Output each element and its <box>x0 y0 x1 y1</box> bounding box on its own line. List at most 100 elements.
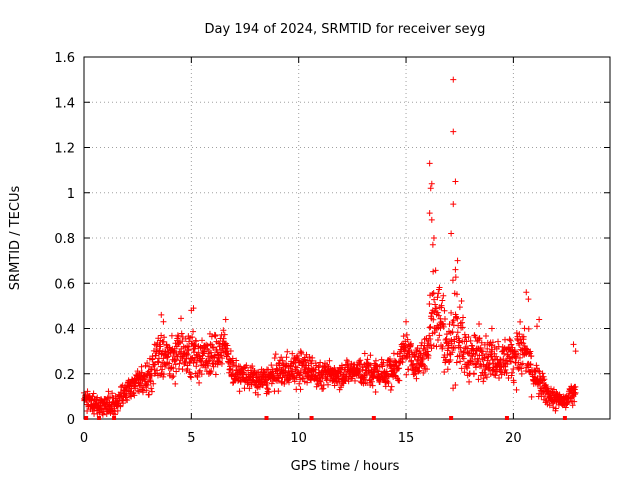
data-point <box>293 364 300 371</box>
data-point <box>459 319 466 326</box>
data-point <box>220 335 227 342</box>
data-point <box>179 338 186 345</box>
data-point <box>136 382 143 389</box>
data-point <box>184 365 191 372</box>
data-point <box>173 368 180 375</box>
data-point <box>399 359 406 366</box>
data-point <box>264 385 271 392</box>
data-point <box>299 375 306 382</box>
data-point <box>475 376 482 383</box>
data-point <box>451 338 458 345</box>
data-point <box>452 274 459 281</box>
data-point <box>312 366 319 373</box>
data-point <box>224 350 231 357</box>
data-point <box>484 345 491 352</box>
data-point <box>326 357 333 364</box>
data-point <box>458 365 465 372</box>
data-point <box>536 316 543 323</box>
data-point <box>178 315 185 322</box>
data-point <box>416 367 423 374</box>
data-point <box>528 393 535 400</box>
data-point <box>427 336 434 343</box>
data-point <box>482 333 489 340</box>
data-point <box>163 341 170 348</box>
data-point <box>514 337 521 344</box>
data-point <box>426 324 433 331</box>
data-point <box>378 373 385 380</box>
data-point <box>458 298 465 305</box>
data-point <box>411 371 418 378</box>
data-point <box>176 360 183 367</box>
data-point <box>525 325 532 332</box>
data-point <box>428 180 435 187</box>
data-point <box>218 352 225 359</box>
data-point <box>439 297 446 304</box>
data-point <box>504 361 511 368</box>
data-point <box>550 386 557 393</box>
data-point <box>218 360 225 367</box>
data-point <box>433 343 440 350</box>
data-point <box>536 368 543 375</box>
data-point <box>461 348 468 355</box>
data-point <box>229 355 236 362</box>
data-point <box>537 373 544 380</box>
data-point <box>450 128 457 135</box>
data-point <box>515 350 522 357</box>
data-point <box>452 178 459 185</box>
data-point <box>516 354 523 361</box>
data-point <box>160 355 167 362</box>
data-point <box>171 357 178 364</box>
data-point <box>403 331 410 338</box>
bottom-marker <box>84 416 89 420</box>
data-point <box>440 292 447 299</box>
data-point <box>161 362 168 369</box>
data-point <box>298 349 305 356</box>
data-point <box>283 372 290 379</box>
data-point <box>276 375 283 382</box>
data-point <box>428 216 435 223</box>
data-point <box>570 341 577 348</box>
data-point <box>427 185 434 192</box>
data-point <box>246 385 253 392</box>
data-point <box>424 366 431 373</box>
data-point <box>205 358 212 365</box>
data-point <box>470 370 477 377</box>
data-point <box>169 348 176 355</box>
data-point <box>186 359 193 366</box>
data-point <box>188 307 195 314</box>
data-point <box>300 375 307 382</box>
data-point <box>151 370 158 377</box>
data-point <box>513 386 520 393</box>
data-point <box>166 360 173 367</box>
data-point <box>404 336 411 343</box>
data-point <box>510 365 517 372</box>
data-point <box>267 369 274 376</box>
data-point <box>271 355 278 362</box>
data-point <box>495 338 502 345</box>
data-point <box>289 350 296 357</box>
data-point <box>138 380 145 387</box>
chart-title: Day 194 of 2024, SRMTID for receiver sey… <box>205 22 486 37</box>
data-point <box>493 353 500 360</box>
data-point <box>427 341 434 348</box>
data-point <box>157 343 164 350</box>
data-point <box>237 378 244 385</box>
data-point <box>222 316 229 323</box>
data-point <box>308 360 315 367</box>
data-point <box>413 375 420 382</box>
data-point <box>296 371 303 378</box>
data-point <box>201 348 208 355</box>
data-point <box>413 348 420 355</box>
y-tick-label: 1.4 <box>54 96 75 111</box>
data-point <box>387 386 394 393</box>
data-point <box>210 345 217 352</box>
y-tick-label: 0 <box>67 413 75 428</box>
data-point <box>527 361 534 368</box>
data-point <box>449 349 456 356</box>
data-point <box>357 357 364 364</box>
data-point <box>203 341 210 348</box>
data-point <box>460 314 467 321</box>
data-point <box>435 290 442 297</box>
data-point <box>550 404 557 411</box>
data-point <box>380 359 387 366</box>
